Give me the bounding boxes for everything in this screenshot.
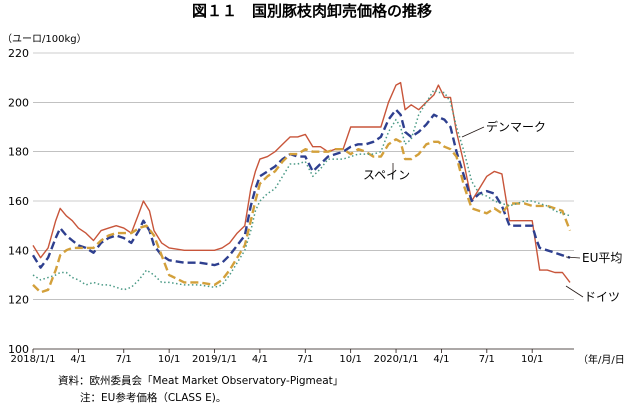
x-tick-label: 2020/1/1: [374, 354, 419, 365]
x-tick-label: 7/1: [116, 354, 132, 365]
footnote: 注：EU参考価格（CLASS E)。: [80, 391, 226, 404]
gridlines: [33, 52, 574, 300]
series-line: [31, 108, 571, 269]
series-line: [32, 89, 571, 291]
y-tick-label: 140: [8, 244, 29, 257]
label-germany: ドイツ: [584, 290, 620, 304]
y-tick-label: 100: [8, 343, 29, 356]
x-axis-unit: （年/月/日）: [578, 353, 624, 366]
x-tick-label: 10/1: [339, 354, 361, 365]
x-tick-label: 2018/1/1: [11, 354, 56, 365]
x-tick-label: 10/1: [158, 354, 180, 365]
denmark-leader: [461, 126, 485, 138]
x-tick-label: 4/1: [252, 354, 268, 365]
y-tick-label: 200: [8, 96, 29, 109]
y-tick-label: 220: [8, 47, 29, 60]
x-tick-label: 4/1: [433, 354, 449, 365]
label-spain: スペイン: [363, 168, 410, 182]
x-tick-labels: 2018/1/1 4/1 7/1 10/1 2019/1/1 4/1 7/1 10/1 2020…: [11, 349, 543, 365]
x-tick-label: 7/1: [297, 354, 313, 365]
x-tick-label: 2019/1/1: [192, 354, 237, 365]
label-denmark: デンマーク: [486, 119, 546, 134]
x-tick-label: 10/1: [521, 354, 543, 365]
y-tick-label: 180: [8, 146, 29, 159]
x-tick-label: 4/1: [70, 354, 86, 365]
y-tick-labels: 100 120 140 160 180 200 220: [8, 47, 29, 356]
series-lines: [31, 81, 572, 294]
source-note: 資料：欧州委員会「Meat Market Observatory-Pigmeat…: [58, 374, 343, 387]
eu-leader: [565, 256, 581, 259]
germany-leader: [565, 285, 584, 298]
label-eu: EU平均: [582, 251, 622, 265]
chart-title: 図１１ 国別豚枝肉卸売価格の推移: [192, 2, 432, 20]
series-line: [32, 81, 571, 283]
y-axis-unit: （ユーロ/100kg）: [2, 33, 87, 45]
y-tick-label: 120: [8, 294, 29, 307]
series-line: [32, 138, 572, 294]
y-tick-label: 160: [8, 195, 29, 208]
x-tick-label: 7/1: [479, 354, 495, 365]
